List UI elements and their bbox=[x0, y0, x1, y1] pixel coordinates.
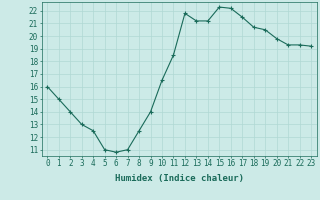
X-axis label: Humidex (Indice chaleur): Humidex (Indice chaleur) bbox=[115, 174, 244, 183]
